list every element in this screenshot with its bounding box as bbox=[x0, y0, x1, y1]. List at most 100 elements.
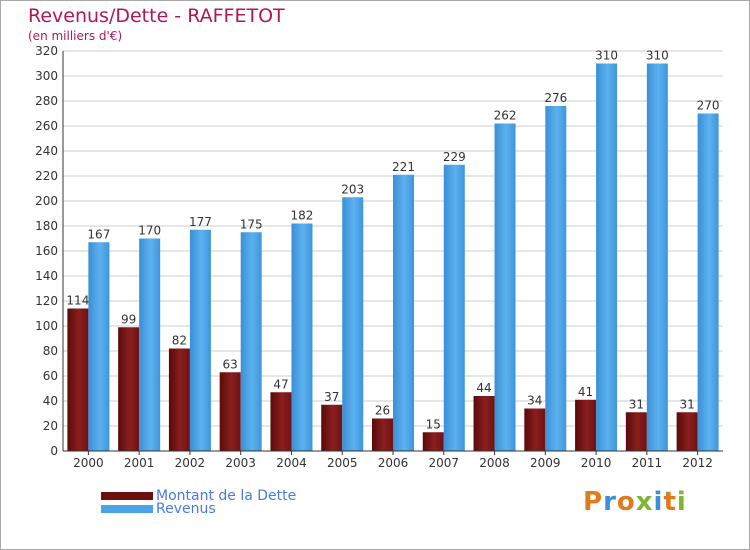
legend-label-revenue: Revenus bbox=[156, 501, 216, 517]
y-tick-label: 80 bbox=[43, 344, 58, 358]
logo-letter: i bbox=[676, 487, 687, 517]
x-tick-label: 2012 bbox=[682, 456, 713, 470]
data-label-revenue: 270 bbox=[697, 99, 720, 113]
y-tick-label: 160 bbox=[35, 244, 58, 258]
bar-debt bbox=[219, 372, 241, 451]
data-label-revenue: 203 bbox=[341, 182, 364, 196]
legend-item-revenue: Revenus bbox=[101, 501, 216, 517]
bar-revenue bbox=[494, 123, 516, 451]
data-label-debt: 34 bbox=[527, 394, 542, 408]
chart-subtitle: (en milliers d'€) bbox=[28, 29, 123, 43]
logo-letter: o bbox=[616, 487, 636, 517]
data-label-debt: 63 bbox=[223, 357, 238, 371]
data-label-debt: 31 bbox=[679, 397, 694, 411]
bar-debt bbox=[625, 412, 647, 451]
data-label-revenue: 310 bbox=[595, 49, 618, 63]
data-label-debt: 15 bbox=[426, 417, 441, 431]
data-label-revenue: 262 bbox=[494, 109, 517, 123]
x-tick-label: 2003 bbox=[225, 456, 256, 470]
bar-revenue bbox=[596, 63, 618, 451]
legend-item-debt: Montant de la Dette bbox=[101, 488, 296, 504]
data-label-revenue: 170 bbox=[138, 224, 161, 238]
bar-debt bbox=[67, 308, 89, 451]
bar-revenue bbox=[443, 164, 465, 451]
x-tick-label: 2010 bbox=[581, 456, 612, 470]
logo-letter: t bbox=[663, 487, 677, 517]
y-tick-label: 100 bbox=[35, 319, 58, 333]
bar-debt bbox=[168, 348, 190, 451]
bar-revenue bbox=[393, 174, 414, 451]
data-label-revenue: 221 bbox=[392, 160, 415, 174]
logo-letter: i bbox=[653, 487, 664, 517]
bar-debt bbox=[524, 408, 546, 451]
bar-debt bbox=[422, 432, 444, 451]
y-tick-label: 280 bbox=[35, 94, 58, 108]
y-tick-label: 180 bbox=[35, 219, 58, 233]
logo-letter: r bbox=[603, 487, 617, 517]
y-tick-label: 260 bbox=[35, 119, 58, 133]
bar-debt bbox=[473, 396, 495, 451]
bar-debt bbox=[270, 392, 292, 451]
bar-debt bbox=[118, 327, 140, 451]
data-label-debt: 31 bbox=[629, 397, 644, 411]
data-label-debt: 82 bbox=[172, 334, 187, 348]
bar-revenue bbox=[139, 238, 161, 451]
bar-revenue bbox=[646, 63, 668, 451]
x-tick-label: 2009 bbox=[530, 456, 561, 470]
data-label-revenue: 229 bbox=[443, 150, 466, 164]
y-tick-label: 60 bbox=[43, 369, 58, 383]
logo-letter: x bbox=[635, 487, 654, 517]
data-label-revenue: 276 bbox=[544, 91, 567, 105]
y-tick-label: 40 bbox=[43, 394, 58, 408]
x-tick-label: 2000 bbox=[73, 456, 104, 470]
y-tick-label: 20 bbox=[43, 419, 58, 433]
data-label-revenue: 177 bbox=[189, 215, 212, 229]
bar-debt bbox=[372, 418, 393, 451]
bar-revenue bbox=[291, 223, 313, 451]
data-label-debt: 47 bbox=[273, 377, 288, 391]
y-tick-label: 120 bbox=[35, 294, 58, 308]
chart-title: Revenus/Dette - RAFFETOT bbox=[28, 5, 285, 27]
legend-label-debt: Montant de la Dette bbox=[156, 488, 297, 504]
x-tick-label: 2005 bbox=[327, 456, 358, 470]
x-tick-label: 2006 bbox=[378, 456, 409, 470]
data-label-debt: 26 bbox=[375, 404, 390, 418]
proxiti-logo: Proxiti bbox=[583, 487, 687, 517]
x-tick-label: 2004 bbox=[276, 456, 307, 470]
legend-swatch-revenue bbox=[101, 505, 153, 513]
bar-revenue bbox=[545, 106, 567, 451]
data-label-debt: 99 bbox=[121, 312, 136, 326]
data-label-revenue: 182 bbox=[291, 209, 314, 223]
y-tick-label: 300 bbox=[35, 69, 58, 83]
bar-debt bbox=[575, 399, 597, 451]
legend-swatch-debt bbox=[101, 492, 153, 500]
y-tick-label: 140 bbox=[35, 269, 58, 283]
bar-revenue bbox=[697, 113, 719, 451]
x-tick-label: 2002 bbox=[175, 456, 206, 470]
y-tick-label: 0 bbox=[50, 444, 58, 458]
data-label-revenue: 310 bbox=[646, 49, 669, 63]
x-tick-label: 2007 bbox=[428, 456, 459, 470]
y-tick-label: 220 bbox=[35, 169, 58, 183]
data-label-debt: 114 bbox=[66, 294, 89, 308]
data-label-debt: 44 bbox=[476, 381, 491, 395]
x-tick-label: 2008 bbox=[479, 456, 510, 470]
bar-revenue bbox=[240, 232, 262, 451]
y-tick-label: 320 bbox=[35, 44, 58, 58]
bar-revenue bbox=[189, 229, 211, 451]
x-tick-label: 2011 bbox=[632, 456, 663, 470]
data-label-debt: 37 bbox=[324, 390, 339, 404]
data-label-revenue: 175 bbox=[240, 217, 263, 231]
data-label-debt: 41 bbox=[578, 385, 593, 399]
data-label-revenue: 167 bbox=[87, 227, 110, 241]
bar-revenue bbox=[88, 242, 110, 451]
y-tick-label: 240 bbox=[35, 144, 58, 158]
y-tick-label: 200 bbox=[35, 194, 58, 208]
bar-debt bbox=[321, 404, 343, 451]
x-tick-label: 2001 bbox=[124, 456, 155, 470]
bar-debt bbox=[676, 412, 698, 451]
logo-letter: P bbox=[583, 487, 604, 517]
bar-revenue bbox=[342, 197, 364, 451]
